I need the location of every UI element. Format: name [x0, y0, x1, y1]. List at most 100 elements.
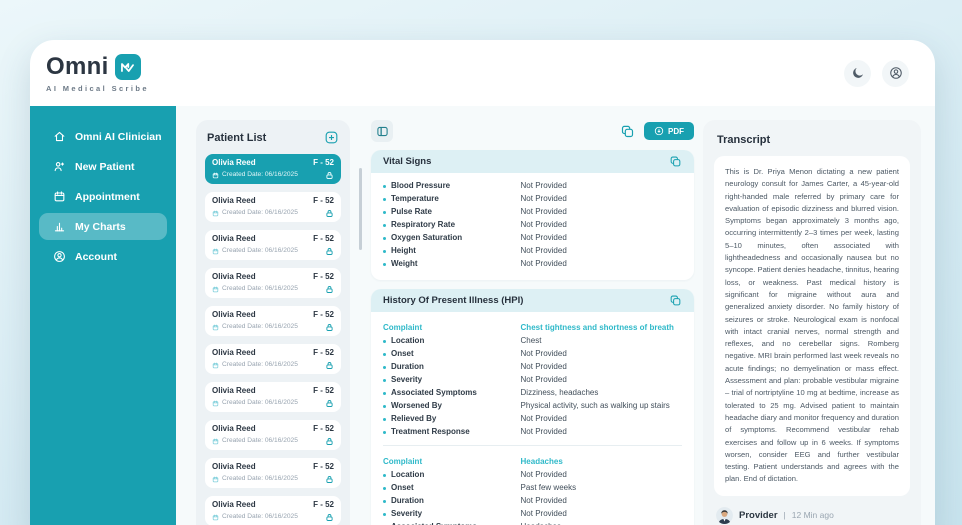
hpi-row-label: Location [383, 336, 521, 346]
patient-created-date: Created Date: 06/16/2025 [222, 323, 298, 330]
patient-card-bottom: Created Date: 06/16/2025 [212, 437, 334, 446]
patient-name: Olivia Reed [212, 386, 256, 395]
patient-card[interactable]: Olivia Reed F - 52 Created Date: 06/16/202… [205, 268, 341, 298]
bullet-dot [383, 210, 386, 214]
plus-square-icon [324, 130, 339, 145]
patient-name: Olivia Reed [212, 196, 256, 205]
patient-card[interactable]: Olivia Reed F - 52 Created Date: 06/16/202… [205, 306, 341, 336]
dark-mode-toggle[interactable] [844, 59, 871, 87]
chart-icon [53, 220, 66, 233]
patient-card[interactable]: Olivia Reed F - 52 Created Date: 06/16/202… [205, 344, 341, 374]
hpi-row: Duration Not Provided [383, 495, 682, 508]
transcript-body[interactable]: This is Dr. Priya Menon dictating a new … [714, 156, 910, 496]
sidebar-item-my-charts[interactable]: My Charts [39, 213, 167, 240]
transcript-panel: Transcript This is Dr. Priya Menon dicta… [703, 120, 921, 525]
patient-card[interactable]: Olivia Reed F - 52 Created Date: 06/16/202… [205, 154, 341, 184]
patient-created-date: Created Date: 06/16/2025 [222, 513, 298, 520]
hpi-row-label: Severity [383, 375, 521, 385]
patient-card[interactable]: Olivia Reed F - 52 Created Date: 06/16/202… [205, 496, 341, 525]
hpi-row-value: Physical activity, such as walking up st… [520, 401, 670, 410]
patient-name: Olivia Reed [212, 424, 256, 433]
label-text: Weight [391, 259, 418, 268]
provider-message-row: Provider | 12 Min ago [716, 506, 908, 524]
sidebar-item-omni-ai-clinician[interactable]: Omni AI Clinician [39, 123, 167, 150]
patient-card-bottom: Created Date: 06/16/2025 [212, 361, 334, 370]
patient-card-bottom: Created Date: 06/16/2025 [212, 285, 334, 294]
hpi-row-value: Past few weeks [520, 483, 577, 492]
vital-sign-row: Temperature Not Provided [383, 193, 682, 206]
patient-card-top: Olivia Reed F - 52 [212, 234, 334, 244]
copy-section-button[interactable] [669, 294, 682, 307]
hpi-row: Onset Not Provided [383, 348, 682, 361]
copy-all-button[interactable] [620, 124, 635, 139]
bullet-dot [383, 430, 386, 434]
patient-card[interactable]: Olivia Reed F - 52 Created Date: 06/16/202… [205, 382, 341, 412]
patient-sex-age: F - 52 [313, 158, 334, 167]
sidebar-item-appointment[interactable]: Appointment [39, 183, 167, 210]
patient-list-title: Patient List [207, 131, 267, 144]
label-text: Relieved By [391, 414, 437, 423]
label-text: Temperature [391, 194, 439, 203]
copy-section-button[interactable] [669, 155, 682, 168]
hpi-row-label: Duration [383, 496, 521, 506]
toggle-panel-button[interactable] [371, 120, 393, 142]
bullet-dot [383, 486, 386, 490]
patient-card[interactable]: Olivia Reed F - 52 Created Date: 06/16/202… [205, 192, 341, 222]
copy-icon [620, 124, 635, 139]
sidebar-item-label: New Patient [75, 160, 135, 173]
patient-card-top: Olivia Reed F - 52 [212, 462, 334, 472]
hpi-row-value: Headaches [521, 522, 561, 525]
label-text: Location [391, 336, 425, 345]
notes-toolbar: PDF [371, 120, 694, 142]
app-window: Omni AI Medical Scribe Omni AI Clinician… [30, 40, 935, 525]
patient-created-date: Created Date: 06/16/2025 [222, 361, 298, 368]
user-circle-icon [889, 66, 903, 80]
complaint-divider [383, 445, 682, 446]
bullet-dot [383, 262, 386, 266]
patient-card[interactable]: Olivia Reed F - 52 Created Date: 06/16/202… [205, 230, 341, 260]
patient-card-top: Olivia Reed F - 52 [212, 158, 334, 168]
bullet-dot [383, 339, 386, 343]
complaint-row: Complaint Headaches [383, 453, 682, 469]
hpi-row-value: Not Provided [520, 349, 567, 358]
hpi-row-value: Not Provided [520, 496, 567, 505]
copy-icon [669, 155, 682, 168]
vital-sign-label: Weight [383, 259, 521, 269]
patient-card[interactable]: Olivia Reed F - 52 Created Date: 06/16/202… [205, 420, 341, 450]
calendar-small-icon [212, 400, 219, 407]
vital-sign-label: Respiratory Rate [383, 220, 521, 230]
hpi-row: Severity Not Provided [383, 508, 682, 521]
bullet-dot [383, 391, 386, 395]
lock-icon [325, 361, 334, 370]
hpi-row: Onset Past few weeks [383, 482, 682, 495]
calendar-small-icon [212, 362, 219, 369]
account-button[interactable] [882, 59, 909, 87]
patient-card-bottom: Created Date: 06/16/2025 [212, 323, 334, 332]
notes-scrollbar[interactable] [359, 120, 362, 525]
sidebar-item-new-patient[interactable]: New Patient [39, 153, 167, 180]
patient-created-date: Created Date: 06/16/2025 [222, 209, 298, 216]
vital-sign-label: Pulse Rate [383, 207, 521, 217]
home-icon [53, 130, 66, 143]
patient-card[interactable]: Olivia Reed F - 52 Created Date: 06/16/202… [205, 458, 341, 488]
label-text: Blood Pressure [391, 181, 451, 190]
vital-sign-row: Height Not Provided [383, 245, 682, 258]
sender-name: Provider [739, 509, 778, 521]
transcript-title: Transcript [717, 134, 771, 146]
hpi-row: Location Not Provided [383, 469, 682, 482]
vital-sign-row: Blood Pressure Not Provided [383, 180, 682, 193]
m-check-icon [114, 54, 141, 80]
message-time: 12 Min ago [791, 510, 834, 521]
label-text: Associated Symptoms [391, 388, 477, 397]
add-patient-button[interactable] [324, 130, 339, 145]
lock-icon [325, 475, 334, 484]
label-text: Height [391, 246, 416, 255]
sidebar-item-account[interactable]: Account [39, 243, 167, 270]
sidebar: Omni AI Clinician New Patient Appointment M… [30, 106, 176, 525]
vital-sign-value: Not Provided [520, 246, 567, 255]
pdf-export-button[interactable]: PDF [644, 122, 694, 140]
hpi-row: Worsened By Physical activity, such as wa… [383, 400, 682, 413]
hpi-row-label: Associated Symptoms [383, 522, 521, 525]
bullet-dot [383, 378, 386, 382]
scrollbar-thumb[interactable] [359, 168, 362, 250]
